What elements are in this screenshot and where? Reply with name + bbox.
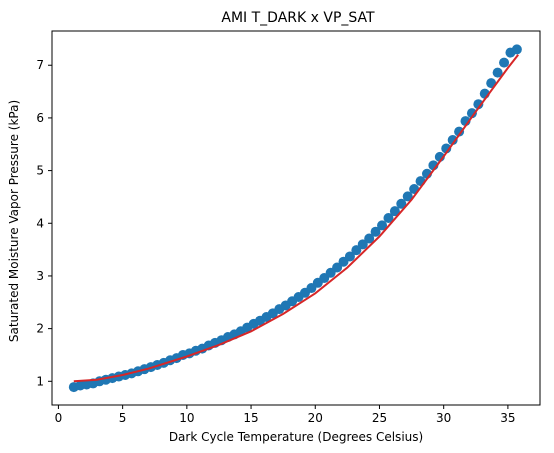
scatter-point <box>466 108 477 119</box>
x-tick-label: 25 <box>372 411 387 425</box>
x-tick-label: 10 <box>179 411 194 425</box>
axes-frame <box>51 30 541 406</box>
scatter-series <box>68 44 522 393</box>
scatter-point <box>473 99 484 110</box>
scatter-point <box>383 213 394 223</box>
scatter-point <box>499 57 510 68</box>
scatter-point <box>370 226 381 237</box>
x-tick-label: 0 <box>55 411 63 425</box>
scatter-point <box>351 245 362 256</box>
x-tick-label: 5 <box>119 411 127 425</box>
scatter-point <box>332 262 343 273</box>
scatter-point <box>402 191 413 202</box>
chart-title: AMI T_DARK x VP_SAT <box>221 10 375 26</box>
y-axis-label: Saturated Moisture Vapor Pressure (kPa) <box>7 100 21 342</box>
scatter-point <box>364 233 375 244</box>
x-tick-label: 35 <box>500 411 515 425</box>
x-tick-label: 30 <box>436 411 451 425</box>
y-tick-label: 7 <box>36 58 44 72</box>
y-tick-label: 1 <box>36 374 44 388</box>
scatter-point <box>454 126 465 137</box>
x-axis-label: Dark Cycle Temperature (Degrees Celsius) <box>169 430 423 444</box>
scatter-point <box>447 135 458 146</box>
scatter-point <box>344 251 355 262</box>
scatter-point <box>389 206 400 217</box>
y-tick-label: 6 <box>36 111 44 125</box>
y-tick-label: 2 <box>36 322 44 336</box>
y-tick-label: 4 <box>36 216 44 230</box>
y-axis: 1 2 3 4 5 6 7 <box>36 58 52 388</box>
scatter-point <box>377 220 388 231</box>
scatter-point <box>511 44 522 55</box>
scatter-point <box>357 239 368 250</box>
fit-line <box>73 54 519 383</box>
x-tick-label: 20 <box>308 411 323 425</box>
scatter-point <box>396 198 407 209</box>
x-tick-label: 15 <box>243 411 258 425</box>
y-tick-label: 5 <box>36 164 44 178</box>
plot-area <box>51 30 541 406</box>
fit-line-series <box>73 54 519 383</box>
x-axis: 0 5 10 15 20 25 30 35 <box>55 405 516 425</box>
scatter-point <box>492 67 503 78</box>
y-tick-label: 3 <box>36 269 44 283</box>
